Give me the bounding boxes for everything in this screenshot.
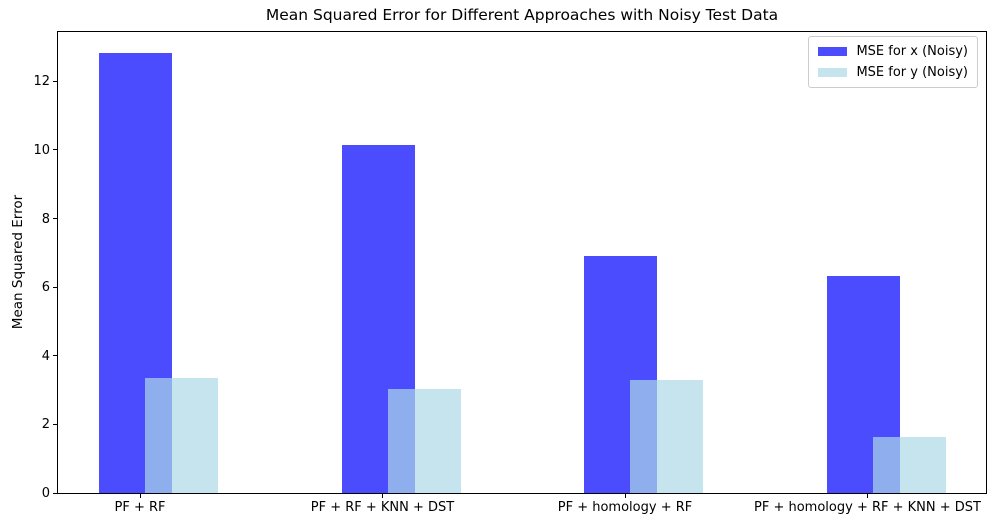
axes	[57, 31, 987, 494]
y-tick-mark	[53, 218, 57, 220]
x-tick-label: PF + RF	[114, 500, 166, 515]
y-tick-label: 6	[41, 280, 50, 296]
x-tick-mark	[382, 494, 383, 498]
y-tick-label: 10	[33, 142, 50, 158]
x-tick-label: PF + homology + RF	[557, 500, 693, 515]
chart-title: Mean Squared Error for Different Approac…	[265, 6, 779, 24]
legend-item-mse-y: MSE for y (Noisy)	[818, 65, 968, 80]
bar-series1-cat1	[387, 389, 461, 493]
y-tick-label: 12	[33, 74, 50, 90]
y-tick-label: 8	[41, 211, 50, 227]
legend-swatch-mse-x	[818, 47, 848, 56]
bar-series1-cat0	[145, 377, 218, 493]
y-tick-mark	[53, 355, 57, 357]
y-tick-mark	[53, 149, 57, 151]
x-tick-label: PF + RF + KNN + DST	[310, 500, 455, 515]
x-tick-label: PF + homology + RF + KNN + DST	[754, 500, 981, 515]
legend-label-mse-y: MSE for y (Noisy)	[856, 65, 968, 80]
legend-swatch-mse-y	[818, 68, 848, 77]
y-tick-label: 4	[41, 348, 50, 364]
bar-series1-cat3	[872, 437, 946, 493]
y-tick-label: 0	[41, 486, 50, 501]
y-tick-mark	[53, 492, 57, 494]
y-tick-mark	[53, 423, 57, 425]
legend: MSE for x (Noisy) MSE for y (Noisy)	[808, 36, 978, 88]
x-tick-mark	[867, 494, 868, 498]
y-tick-mark	[53, 80, 57, 82]
legend-item-mse-x: MSE for x (Noisy)	[818, 44, 968, 59]
legend-label-mse-x: MSE for x (Noisy)	[856, 44, 968, 59]
x-tick-mark	[139, 494, 141, 498]
y-tick-mark	[53, 286, 57, 288]
x-tick-mark	[624, 494, 626, 498]
bar-series1-cat2	[630, 379, 703, 493]
bars-layer	[58, 32, 986, 493]
y-tick-label: 2	[41, 417, 50, 433]
